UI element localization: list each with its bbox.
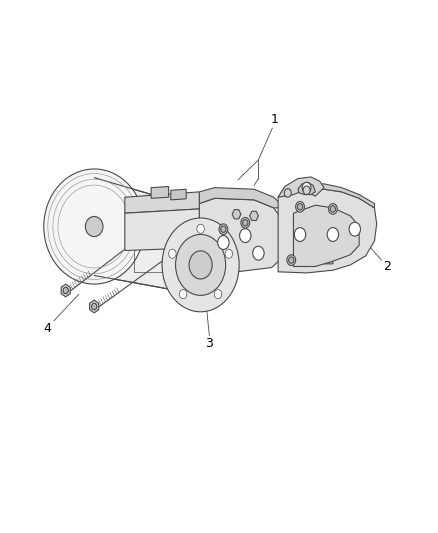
- Circle shape: [169, 249, 176, 259]
- Circle shape: [221, 226, 226, 232]
- Polygon shape: [250, 211, 258, 221]
- Text: 3: 3: [205, 337, 213, 350]
- Polygon shape: [291, 245, 307, 264]
- Polygon shape: [61, 284, 70, 297]
- Circle shape: [214, 289, 222, 298]
- Polygon shape: [151, 187, 169, 198]
- Polygon shape: [278, 177, 324, 197]
- Polygon shape: [199, 188, 285, 208]
- Circle shape: [296, 201, 304, 212]
- Text: 4: 4: [43, 322, 51, 335]
- Circle shape: [189, 251, 212, 279]
- Polygon shape: [278, 189, 377, 273]
- Circle shape: [289, 257, 294, 263]
- Polygon shape: [94, 177, 206, 296]
- Circle shape: [63, 287, 68, 294]
- Circle shape: [302, 182, 311, 193]
- Circle shape: [287, 255, 296, 265]
- Circle shape: [240, 229, 251, 243]
- Circle shape: [297, 204, 303, 210]
- Circle shape: [219, 224, 228, 235]
- Polygon shape: [278, 184, 374, 208]
- Polygon shape: [171, 189, 186, 200]
- Circle shape: [303, 186, 310, 195]
- Circle shape: [225, 249, 233, 259]
- Text: 1: 1: [271, 114, 279, 126]
- Circle shape: [349, 222, 360, 236]
- Circle shape: [330, 206, 336, 212]
- Polygon shape: [125, 209, 199, 251]
- Polygon shape: [298, 182, 315, 195]
- Circle shape: [176, 235, 226, 295]
- Text: 2: 2: [383, 260, 391, 273]
- Ellipse shape: [44, 169, 145, 284]
- Circle shape: [180, 289, 187, 298]
- Circle shape: [294, 228, 306, 241]
- Circle shape: [197, 224, 204, 233]
- Circle shape: [327, 228, 339, 241]
- Polygon shape: [307, 237, 333, 264]
- Polygon shape: [293, 205, 359, 266]
- Circle shape: [243, 220, 248, 226]
- Circle shape: [241, 217, 250, 228]
- Circle shape: [253, 246, 264, 260]
- Polygon shape: [232, 209, 241, 219]
- Circle shape: [162, 218, 239, 312]
- Circle shape: [328, 204, 337, 214]
- Polygon shape: [90, 300, 99, 313]
- Ellipse shape: [85, 216, 103, 237]
- Polygon shape: [125, 192, 199, 213]
- Circle shape: [218, 236, 229, 249]
- Polygon shape: [199, 198, 285, 273]
- Circle shape: [284, 189, 291, 197]
- Circle shape: [92, 303, 97, 310]
